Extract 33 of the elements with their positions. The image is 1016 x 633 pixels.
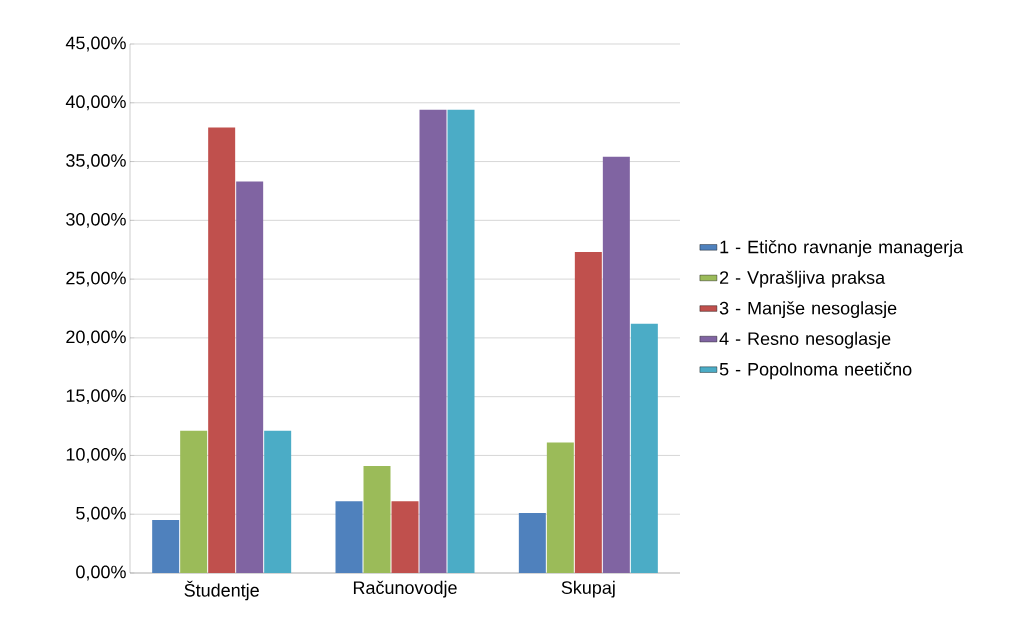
legend-label: 4 - Resno nesoglasje <box>719 331 891 349</box>
bar <box>236 181 264 573</box>
bar <box>518 513 546 573</box>
y-tick-label: 35,00% <box>66 154 126 169</box>
y-tick-label: 45,00% <box>65 36 126 52</box>
bar <box>208 127 236 573</box>
y-tick-label: 25,00% <box>66 271 126 287</box>
bar <box>180 430 208 573</box>
bar <box>152 520 180 573</box>
x-tick-label: Skupaj <box>561 580 615 598</box>
bar <box>391 501 419 573</box>
legend-label: 5 - Popolnoma neetično <box>719 362 912 380</box>
legend-label: 1 - Etično ravnanje managerja <box>720 240 964 257</box>
y-tick-label: 30,00% <box>66 212 126 228</box>
legend-label: 2 - Vprašljiva praksa <box>720 270 886 288</box>
bar <box>335 501 363 573</box>
y-tick-label: 5,00% <box>76 506 126 522</box>
bar <box>264 430 292 573</box>
y-tick-label: 20,00% <box>66 330 126 346</box>
y-tick-label: 15,00% <box>66 389 126 405</box>
bar <box>447 109 475 573</box>
x-tick-label: Študentje <box>184 580 259 601</box>
bar <box>546 442 574 573</box>
bar <box>419 109 447 573</box>
bar <box>602 156 630 573</box>
y-tick-label: 0,00% <box>76 565 126 581</box>
bar <box>574 252 602 573</box>
x-tick-label: Računovodje <box>353 580 457 598</box>
y-tick-label: 40,00% <box>65 95 126 111</box>
y-tick-label: 10,00% <box>66 448 126 463</box>
bar <box>630 323 658 573</box>
legend-label: 3 - Manjše nesoglasje <box>719 301 897 319</box>
bar <box>363 466 391 573</box>
